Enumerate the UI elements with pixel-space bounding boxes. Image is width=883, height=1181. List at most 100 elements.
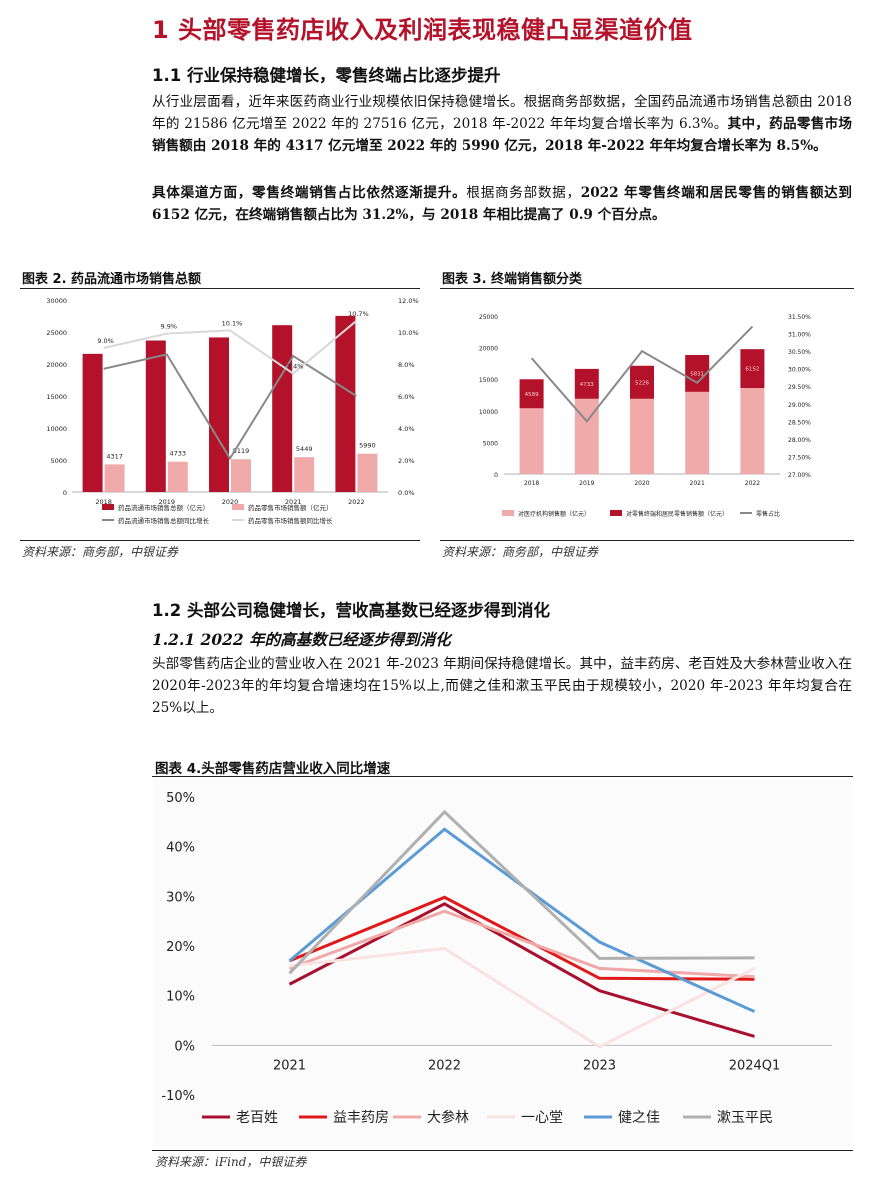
y-tick-label: 10%: [166, 990, 195, 1005]
series-line-漱玉平民: [288, 809, 755, 975]
y2-tick-label: 28.50%: [788, 419, 811, 426]
legend-label: 一心堂: [521, 1110, 563, 1126]
retail-data-label: 4733: [170, 450, 187, 458]
x-tick-label: 2021: [273, 1058, 306, 1073]
bar-retail: [104, 464, 125, 492]
y-tick-label: 40%: [166, 841, 195, 856]
y-tick-label: 30%: [166, 890, 195, 905]
bar-total: [209, 337, 229, 492]
x-tick-label: 2018: [95, 498, 112, 506]
bar-retail: [231, 459, 251, 492]
retail-data-label: 4733: [580, 382, 594, 388]
bar-hospital: [740, 388, 765, 474]
retail-data-label: 4317: [106, 452, 123, 460]
figure-4-title: 图表 4.头部零售药店营业收入同比增速: [155, 761, 391, 777]
retail-growth-line: [103, 320, 358, 375]
bar-total: [82, 353, 103, 492]
y-tick-label: 30000: [46, 297, 67, 305]
total-growth-line: [103, 353, 357, 461]
retail-growth-data-label: 9.9%: [161, 323, 178, 331]
retail-growth-data-label: 9.0%: [97, 337, 114, 345]
x-tick-label: 2020: [634, 480, 649, 487]
x-tick-label: 2021: [285, 498, 302, 506]
bar-hospital: [685, 391, 710, 474]
x-tick-label: 2019: [579, 480, 594, 487]
y-tick-label: 15000: [46, 393, 67, 401]
y2-tick-label: 28.00%: [788, 437, 811, 444]
bar-hospital: [630, 398, 654, 474]
figure-3-top-rule: [440, 288, 854, 289]
subsection-title-1-2-1: 1.2.1 2022 年的高基数已经逐步得到消化: [152, 630, 451, 649]
subsection-title-1-2: 1.2 头部公司稳健增长，营收高基数已经逐步得到消化: [152, 601, 550, 620]
paragraph-2-bold-1: 具体渠道方面，零售终端销售占比依然逐渐提升。: [152, 185, 467, 201]
y-tick-label: 10000: [479, 409, 498, 416]
y-tick-label: 20000: [479, 346, 498, 353]
figure-4-top-rule: [152, 776, 853, 777]
legend-swatch: [102, 504, 114, 510]
figure-4-chart: 50% 40% 30% 20% 10% 0% -10% 2021 2022 2023 2024Q1 老…: [154, 780, 851, 1146]
y2-tick-label: 29.50%: [788, 384, 811, 391]
x-tick-label: 2019: [159, 498, 176, 506]
y2-tick-label: 2.0%: [398, 457, 415, 465]
figure-3-source: 资料来源：商务部，中银证券: [442, 545, 599, 559]
retail-data-label: 5990: [359, 442, 376, 450]
x-tick-label: 2021: [690, 480, 705, 487]
plot-background: [154, 780, 851, 1146]
bar-hospital: [519, 408, 544, 474]
paragraph-2-bold-2: 2022 年零售终端和居民零售的销售额达到 6152 亿元，在终端销售额占比为 …: [152, 185, 852, 223]
y2-tick-label: 8.0%: [398, 361, 415, 369]
series-line-老百姓: [288, 902, 755, 1038]
series-line-大参林: [288, 909, 755, 979]
x-tick-label: 2024Q1: [729, 1058, 781, 1073]
y-tick-label: 0: [63, 489, 67, 497]
retail-growth-data-label: 7.4%: [287, 363, 304, 371]
bar-total: [272, 325, 293, 492]
y-tick-label: 15000: [479, 377, 498, 384]
bar-retail-stacked: [574, 368, 599, 399]
legend-label: 零售占比: [756, 510, 780, 518]
y2-tick-label: 6.0%: [398, 393, 415, 401]
bar-retail: [357, 453, 378, 492]
figure-3-title: 图表 3. 终端销售额分类: [442, 272, 583, 287]
paragraph-1: 从行业层面看，近年来医药商业行业规模依旧保持稳健增长。根据商务部数据，全国药品流…: [152, 91, 852, 157]
retail-growth-data-label: 10.1%: [222, 319, 243, 327]
y2-tick-label: 30.00%: [788, 367, 811, 374]
legend-label: 健之佳: [618, 1110, 660, 1126]
y-tick-label: 25000: [479, 314, 498, 321]
retail-data-label: 5449: [296, 445, 313, 453]
legend-swatch: [610, 510, 622, 516]
y2-tick-label: 27.00%: [788, 472, 811, 479]
legend-swatch: [502, 510, 514, 516]
paragraph-3: 头部零售药店企业的营业收入在 2021 年-2023 年期间保持稳健增长。其中，…: [152, 656, 852, 716]
legend-label: 药品零售市场销售额（亿元）: [248, 503, 333, 512]
retail-data-label: 4589: [525, 392, 539, 398]
bar-retail: [167, 461, 188, 492]
x-tick-label: 2022: [348, 498, 365, 506]
y-tick-label: 50%: [166, 791, 195, 806]
legend-label: 药品零售市场销售额同比增长: [248, 516, 333, 525]
retail-growth-data-label: 10.7%: [348, 310, 369, 318]
series-line-一心堂: [289, 946, 756, 1049]
figure-2-title: 图表 2. 药品流通市场销售总额: [22, 272, 202, 287]
x-tick-label: 2023: [583, 1058, 616, 1073]
figure-3-chart: 0 5000 10000 15000 20000 25000 27.00% 27.50% 28.…: [479, 314, 811, 518]
retail-data-label: 5119: [233, 447, 250, 455]
x-tick-label: 2020: [222, 498, 239, 506]
y-tick-label: -10%: [161, 1089, 195, 1104]
y-tick-label: 25000: [46, 329, 67, 337]
y-tick-label: 0: [494, 472, 498, 479]
retail-data-label: 6152: [745, 367, 759, 373]
legend-label: 老百姓: [236, 1110, 278, 1126]
legend-swatch: [232, 504, 244, 510]
bar-retail-stacked: [740, 349, 765, 389]
figure-4-bottom-rule: [152, 1150, 853, 1151]
y-tick-label: 5000: [50, 457, 67, 465]
y-tick-label: 5000: [483, 440, 498, 447]
legend-label: 大参林: [427, 1109, 469, 1126]
legend-label: 药品流通市场销售总额（亿元）: [118, 503, 209, 512]
y2-tick-label: 10.0%: [398, 329, 419, 337]
legend-label: 药品流通市场销售总额同比增长: [118, 516, 210, 525]
y-tick-label: 10000: [46, 425, 67, 433]
x-tick-label: 2018: [524, 480, 539, 487]
legend-label: 漱玉平民: [717, 1110, 773, 1126]
